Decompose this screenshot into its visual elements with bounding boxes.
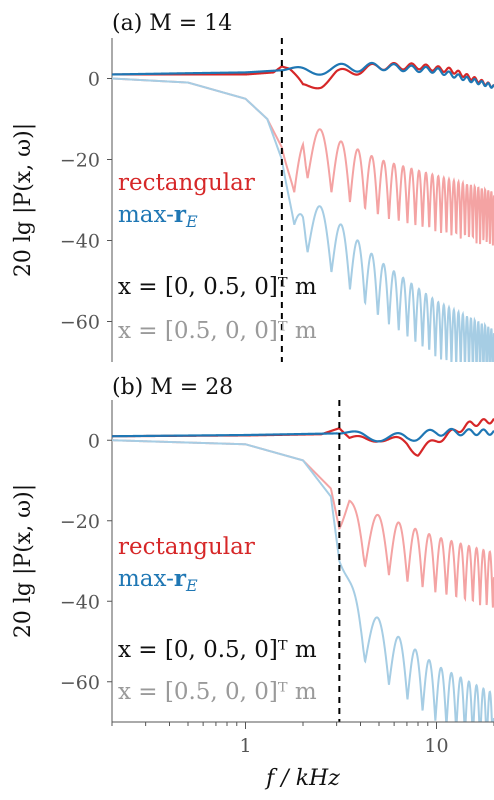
panel-a-plot-area bbox=[112, 38, 494, 362]
panel-b-y-ticks: 0 −20 −40 −60 bbox=[60, 430, 112, 694]
x-tick-label: 10 bbox=[424, 735, 448, 757]
x-axis-label: f / kHz bbox=[264, 766, 340, 791]
panel-b-maxre-x1-line bbox=[112, 427, 494, 443]
x-tick-label: 1 bbox=[239, 735, 251, 757]
panel-a-maxre-x2-line bbox=[112, 77, 494, 362]
panel-b-y-label: 20 lg |P(x, ω)| bbox=[11, 484, 36, 638]
y-tick-label: −60 bbox=[60, 312, 100, 334]
panel-b-legend-position-1: x = [0, 0.5, 0]ᵀ m bbox=[118, 637, 317, 663]
y-tick-label: −40 bbox=[60, 591, 100, 613]
panel-a-title: (a) M = 14 bbox=[112, 11, 232, 36]
panel-a-legend-position-2: x = [0.5, 0, 0]ᵀ m bbox=[118, 318, 317, 344]
panel-b-maxre-x2-line bbox=[112, 439, 494, 722]
panel-a-maxre-x1-line bbox=[112, 61, 494, 89]
panel-b-legend-position-2: x = [0.5, 0, 0]ᵀ m bbox=[118, 679, 317, 705]
panel-a-legend-position-1: x = [0, 0.5, 0]ᵀ m bbox=[118, 274, 317, 300]
panel-b: (b) M = 28 0 −20 −40 −60 rectangular max-rE… bbox=[60, 375, 494, 722]
panel-a-legend-rectangular: rectangular bbox=[118, 170, 255, 196]
y-tick-label: −40 bbox=[60, 231, 100, 253]
panel-b-plot-area bbox=[112, 400, 494, 722]
panel-a-y-ticks: 0 −20 −40 −60 bbox=[60, 69, 112, 334]
x-axis: 1 10 bbox=[111, 721, 494, 757]
panel-a-y-label: 20 lg |P(x, ω)| bbox=[11, 123, 36, 277]
panel-a-legend-maxre: max-rE bbox=[118, 201, 198, 231]
panel-b-legend-maxre: max-rE bbox=[118, 565, 198, 595]
y-tick-label: −60 bbox=[60, 672, 100, 694]
y-tick-label: 0 bbox=[88, 430, 100, 452]
y-tick-label: −20 bbox=[60, 150, 100, 172]
panel-a: (a) M = 14 0 −20 −40 −60 rectangular max-rE… bbox=[60, 11, 494, 362]
panel-b-title: (b) M = 28 bbox=[112, 375, 233, 400]
panel-b-rectangular-x1-line bbox=[112, 418, 494, 457]
y-tick-label: 0 bbox=[88, 69, 100, 91]
panel-b-legend-rectangular: rectangular bbox=[118, 534, 255, 560]
y-tick-label: −20 bbox=[60, 511, 100, 533]
